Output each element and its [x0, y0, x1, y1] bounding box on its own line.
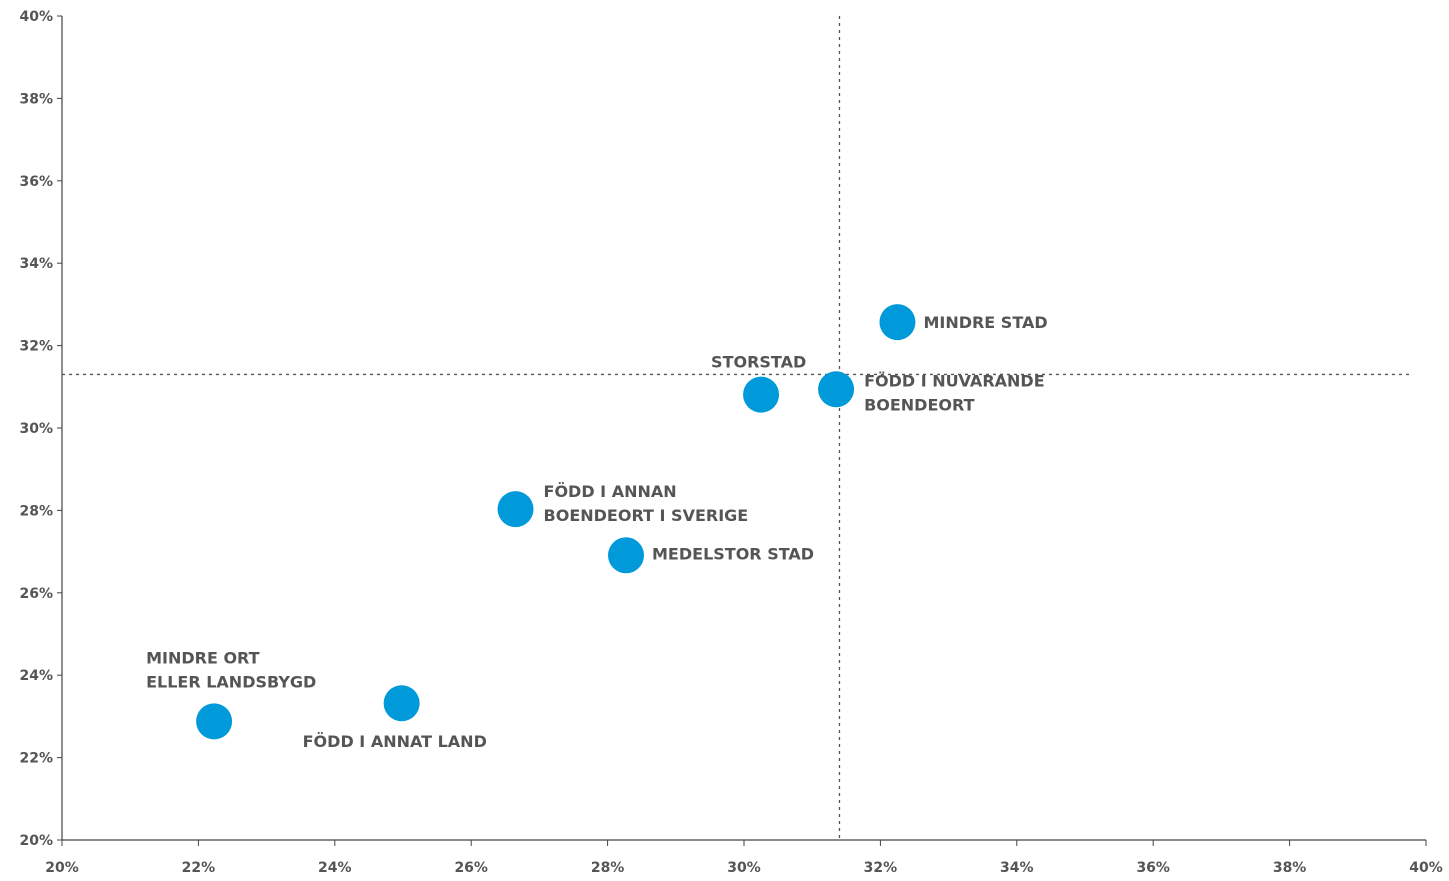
y-tick-label: 32% [19, 339, 53, 355]
data-point [879, 304, 916, 341]
point-label: MINDRE ORT ELLER LANDSBYGD [146, 648, 316, 691]
point-label-line: BOENDEORT [864, 395, 975, 414]
point-label-line: MINDRE ORT [146, 648, 260, 667]
y-tick-label: 30% [19, 421, 53, 437]
point-labels: MINDRE STAD STORSTAD FÖDD I NUVARANDE BOEND… [146, 313, 1048, 751]
point-label-line: BOENDEORT I SVERIGE [544, 506, 749, 525]
y-tick-label: 36% [19, 174, 53, 190]
point-label-line: FÖDD I ANNAT LAND [303, 732, 487, 751]
data-point [743, 376, 780, 413]
x-tick-label: 32% [864, 860, 898, 876]
data-points [196, 304, 916, 740]
point-label: FÖDD I ANNAN BOENDEORT I SVERIGE [544, 482, 749, 525]
reference-lines [62, 16, 1410, 840]
x-tick-label: 26% [454, 860, 488, 876]
data-point [818, 371, 855, 408]
x-tick-label: 30% [727, 860, 761, 876]
y-tick-label: 38% [19, 91, 53, 107]
axes [61, 16, 1426, 841]
point-label-line: STORSTAD [711, 353, 806, 372]
x-tick-label: 34% [1000, 860, 1034, 876]
y-tick-label: 24% [19, 668, 53, 684]
y-tick-label: 20% [19, 833, 53, 849]
y-tick-label: 34% [19, 256, 53, 272]
y-tick-label: 26% [19, 586, 53, 602]
point-label: MINDRE STAD [923, 313, 1047, 332]
data-point [383, 685, 420, 722]
y-tick-label: 40% [19, 9, 53, 25]
point-label: FÖDD I ANNAT LAND [303, 732, 487, 751]
y-tick-label: 22% [19, 751, 53, 767]
data-point [608, 537, 645, 574]
point-label-line: MINDRE STAD [923, 313, 1047, 332]
point-label: MEDELSTOR STAD [652, 544, 814, 563]
x-tick-label: 22% [182, 860, 216, 876]
x-tick-label: 28% [591, 860, 625, 876]
x-tick-label: 36% [1136, 860, 1170, 876]
point-label-line: MEDELSTOR STAD [652, 544, 814, 563]
x-tick-label: 24% [318, 860, 352, 876]
data-point [196, 703, 233, 740]
x-tick-label: 40% [1409, 860, 1443, 876]
point-label-line: FÖDD I NUVARANDE [864, 371, 1045, 390]
y-tick-label: 28% [19, 503, 53, 519]
point-label: FÖDD I NUVARANDE BOENDEORT [864, 371, 1045, 414]
x-tick-label: 38% [1273, 860, 1307, 876]
point-label-line: ELLER LANDSBYGD [146, 672, 316, 691]
point-label: STORSTAD [711, 353, 806, 372]
x-tick-label: 20% [45, 860, 79, 876]
point-label-line: FÖDD I ANNAN [544, 482, 677, 501]
data-point [497, 491, 534, 528]
tick-labels: 20% 22% 24% 26% 28% 30% 32% 34% 36% 38% 40% 20% 22% 2… [19, 9, 1442, 876]
